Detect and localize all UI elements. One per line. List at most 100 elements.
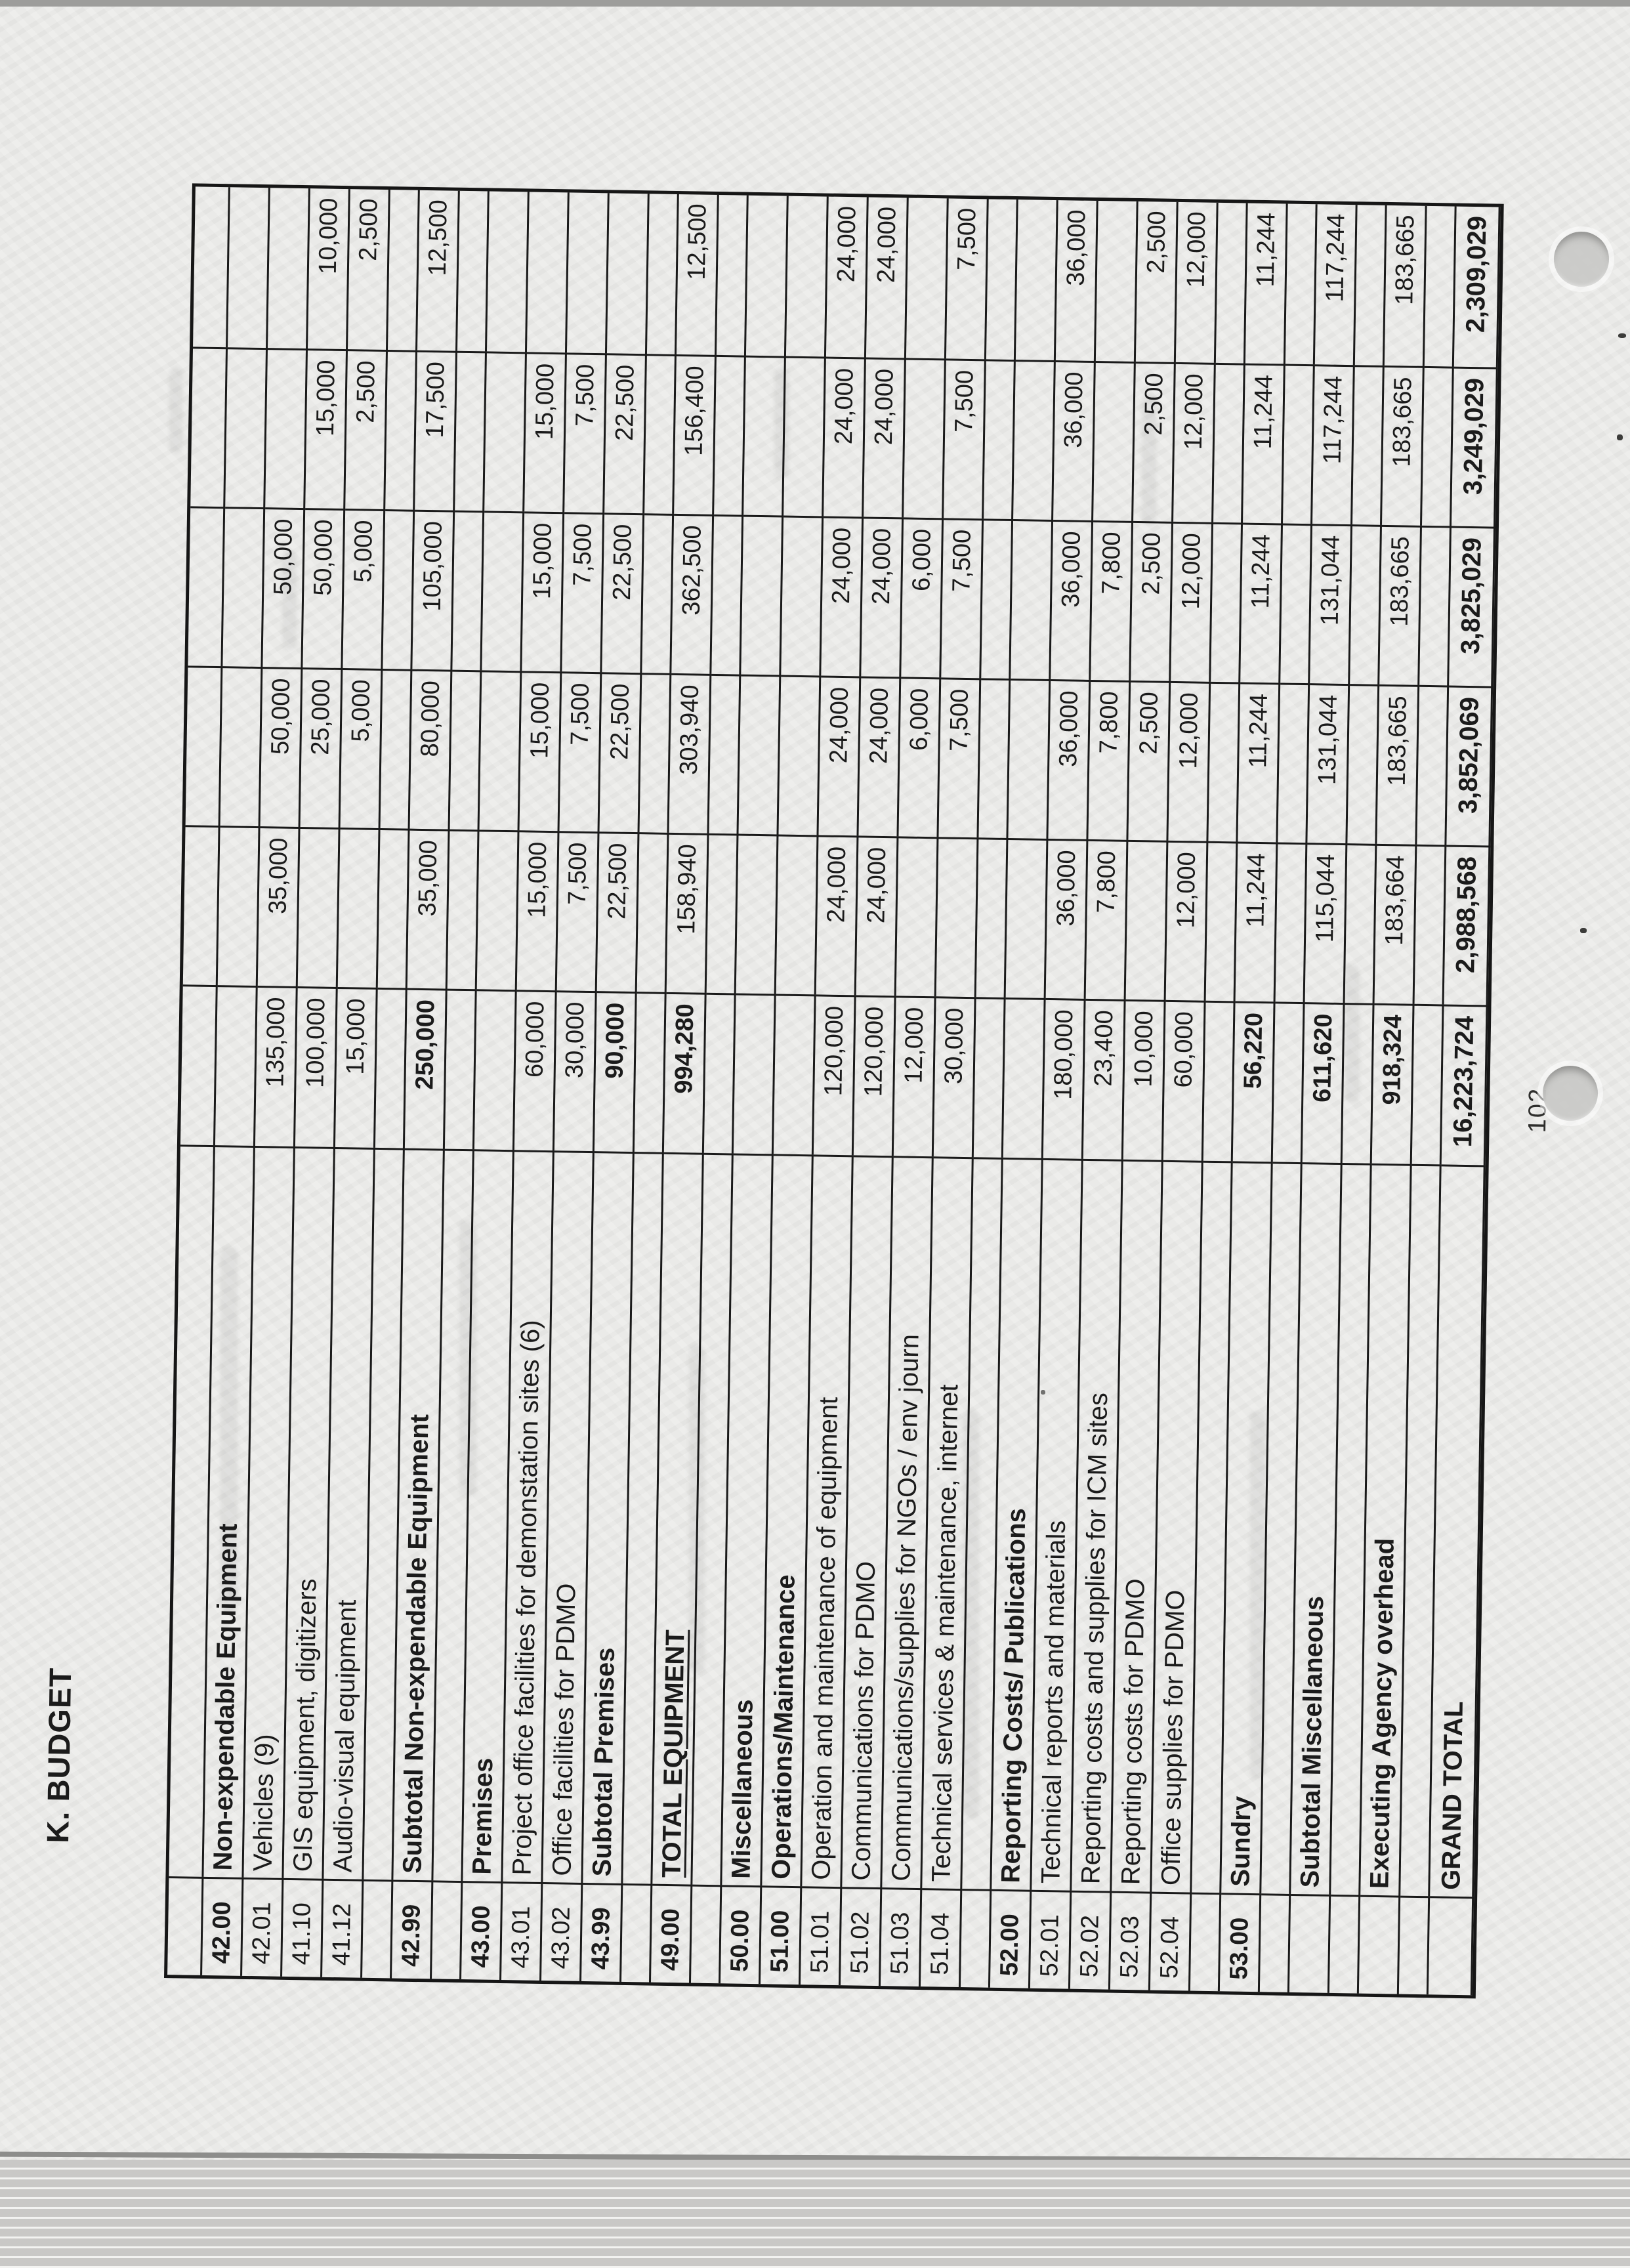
row-code-cell: 42.99 — [392, 1880, 434, 1979]
row-year4-value-cell — [904, 358, 946, 518]
row-year5-value-cell — [1215, 202, 1248, 364]
row-year2-value-cell — [220, 666, 263, 827]
bleed-through-artifact — [169, 368, 182, 453]
row-total-value-cell — [733, 993, 776, 1154]
row-year3-value-cell — [1419, 525, 1452, 686]
row-year4-value-cell — [784, 356, 826, 516]
row-total-value-cell: 100,000 — [295, 986, 338, 1147]
row-year4-value-cell — [265, 348, 308, 509]
row-code-cell: 42.01 — [242, 1877, 284, 1977]
row-year3-value-cell — [1280, 523, 1313, 684]
row-code-cell: 51.04 — [920, 1888, 963, 1988]
row-year2-value-cell — [978, 678, 1011, 838]
row-year3-value-cell: 24,000 — [861, 516, 904, 677]
row-year4-value-cell: 183,665 — [1382, 365, 1425, 526]
row-year2-value-cell: 80,000 — [409, 669, 453, 830]
row-total-value-cell — [474, 989, 517, 1150]
row-year3-value-cell — [1011, 519, 1054, 679]
row-year5-value-cell — [526, 192, 570, 353]
row-code-cell — [167, 1876, 204, 1975]
row-year3-value-cell — [1350, 524, 1383, 684]
row-year2-value-cell: 7,500 — [559, 671, 602, 832]
row-year1-value-cell — [447, 829, 480, 990]
row-total-value-cell: 30,000 — [554, 990, 597, 1152]
row-year4-value-cell: 3,249,029 — [1451, 366, 1498, 527]
row-year5-value-cell — [486, 191, 530, 352]
row-year5-value-cell — [716, 194, 749, 356]
row-year4-value-cell — [743, 355, 786, 516]
row-year1-value-cell: 2,988,568 — [1444, 845, 1491, 1005]
row-year1-value-cell — [476, 830, 520, 990]
row-year2-value-cell: 303,940 — [669, 673, 712, 833]
budget-table: 42.00 Non-expendable Equipment 42.01 Vehicl… — [164, 183, 1504, 1999]
row-code-cell: 51.03 — [880, 1887, 923, 1987]
row-year1-value-cell: 36,000 — [1045, 838, 1089, 999]
row-year2-value-cell: 15,000 — [519, 671, 562, 831]
row-code-cell — [1190, 1892, 1222, 1992]
row-year1-value-cell — [1345, 843, 1377, 1003]
row-code-cell: 41.10 — [282, 1878, 324, 1977]
row-code-cell — [1329, 1894, 1361, 1994]
row-year5-value-cell — [606, 193, 650, 354]
row-year1-value-cell — [1414, 844, 1447, 1005]
row-year4-value-cell — [484, 351, 527, 512]
row-total-value-cell: 120,000 — [813, 994, 856, 1156]
row-year5-value-cell — [646, 194, 679, 354]
row-year4-value-cell — [1013, 360, 1056, 520]
row-year1-value-cell — [637, 832, 669, 992]
row-total-value-cell: 16,223,724 — [1441, 1004, 1488, 1166]
row-year4-value-cell: 17,500 — [415, 350, 457, 511]
row-year4-value-cell: 12,000 — [1173, 362, 1216, 522]
row-total-value-cell: 23,400 — [1083, 998, 1126, 1160]
row-code-cell: 41.12 — [322, 1878, 364, 1978]
row-total-value-cell — [634, 992, 667, 1152]
row-year2-value-cell — [709, 673, 742, 834]
row-year5-value-cell: 12,500 — [417, 190, 460, 351]
row-year2-value-cell — [1008, 679, 1051, 839]
row-year4-value-cell — [225, 347, 268, 508]
row-year3-value-cell: 7,800 — [1091, 520, 1134, 681]
scan-speck — [1041, 1390, 1045, 1395]
row-year5-value-cell: 36,000 — [1055, 200, 1098, 361]
row-year3-value-cell — [452, 510, 485, 671]
row-year2-value-cell — [1278, 682, 1310, 843]
row-year1-value-cell — [1005, 837, 1049, 998]
row-total-value-cell: 918,324 — [1371, 1003, 1415, 1164]
row-year4-value-cell: 15,000 — [524, 352, 567, 513]
row-year1-value-cell: 12,000 — [1165, 840, 1209, 1001]
row-total-value-cell: 60,000 — [514, 990, 557, 1151]
row-year5-value-cell: 11,244 — [1245, 203, 1288, 364]
row-total-value-cell — [1203, 1000, 1236, 1162]
row-year3-value-cell — [741, 514, 784, 675]
row-total-value-cell: 15,000 — [335, 986, 378, 1148]
row-year5-value-cell: 7,500 — [946, 198, 989, 360]
row-year4-value-cell — [1213, 362, 1245, 523]
row-year2-value-cell — [479, 670, 522, 831]
row-year2-value-cell: 3,852,069 — [1446, 685, 1494, 846]
row-year4-value-cell: 24,000 — [864, 357, 906, 518]
row-year3-value-cell — [642, 513, 675, 673]
row-code-cell: 52.01 — [1030, 1889, 1072, 1989]
row-total-value-cell: 90,000 — [594, 991, 637, 1152]
row-year5-value-cell: 12,500 — [676, 194, 719, 355]
row-year4-value-cell: 24,000 — [824, 356, 866, 517]
row-year1-value-cell: 35,000 — [407, 828, 450, 989]
row-year4-value-cell — [644, 354, 677, 514]
row-year5-value-cell: 10,000 — [308, 188, 350, 350]
row-year4-value-cell: 156,400 — [674, 354, 717, 514]
row-year3-value-cell: 2,500 — [1131, 520, 1174, 681]
row-year3-value-cell: 11,244 — [1240, 522, 1284, 683]
row-total-value-cell: 56,220 — [1232, 1001, 1276, 1162]
row-year4-value-cell — [455, 350, 487, 511]
row-code-cell: 52.04 — [1150, 1891, 1192, 1991]
row-year5-value-cell — [986, 199, 1018, 360]
row-year5-value-cell — [268, 188, 310, 349]
row-code-cell: 51.02 — [840, 1887, 883, 1986]
row-year3-value-cell — [981, 518, 1014, 679]
row-year3-value-cell — [482, 511, 525, 671]
row-year5-value-cell: 24,000 — [825, 196, 869, 358]
row-year5-value-cell: 24,000 — [866, 197, 909, 358]
row-code-cell: 49.00 — [650, 1883, 693, 1983]
row-year4-value-cell: 11,244 — [1243, 363, 1285, 524]
row-year3-value-cell: 183,665 — [1379, 524, 1422, 685]
